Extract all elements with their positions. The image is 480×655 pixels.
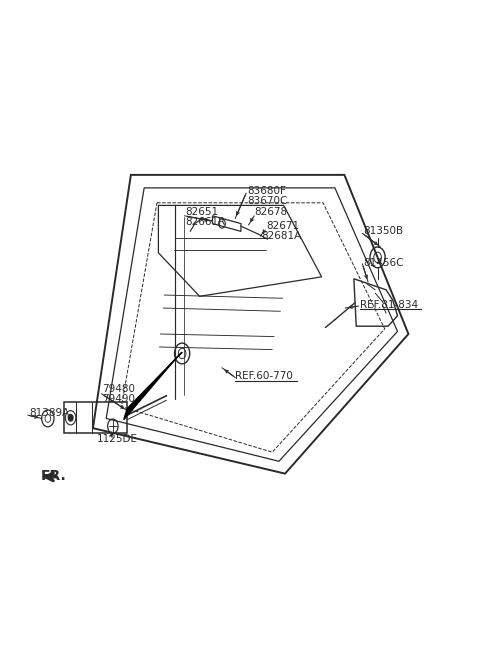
Text: 81350B: 81350B	[363, 227, 404, 236]
Circle shape	[68, 415, 73, 421]
Text: 81389A: 81389A	[29, 408, 69, 419]
Text: 83670C: 83670C	[247, 196, 288, 206]
Text: 82678: 82678	[254, 207, 288, 217]
Text: 83680F: 83680F	[247, 186, 286, 196]
Polygon shape	[124, 352, 182, 420]
Text: FR.: FR.	[41, 468, 67, 483]
Text: REF.81-834: REF.81-834	[360, 300, 418, 310]
Text: 82661R: 82661R	[185, 217, 226, 227]
Text: 82651: 82651	[185, 207, 218, 217]
Text: 1125DE: 1125DE	[96, 434, 138, 444]
Text: 82681A: 82681A	[261, 231, 301, 241]
Text: 79490: 79490	[102, 394, 135, 404]
Text: 81456C: 81456C	[363, 257, 404, 267]
Text: REF.60-770: REF.60-770	[235, 371, 293, 381]
Text: 82671: 82671	[266, 221, 299, 231]
Text: 79480: 79480	[102, 384, 135, 394]
